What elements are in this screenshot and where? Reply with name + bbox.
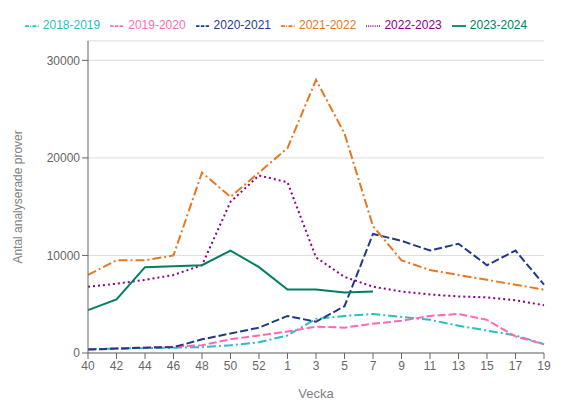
html-text:2019-2020: 2019-2020 (128, 18, 186, 32)
svg-text:52: 52 (252, 359, 266, 373)
html-text:2022-2023: 2022-2023 (384, 18, 442, 32)
svg-text:44: 44 (138, 359, 152, 373)
svg-text:42: 42 (110, 359, 124, 373)
svg-text:48: 48 (195, 359, 209, 373)
html-text:2021-2022: 2021-2022 (299, 18, 357, 32)
svg-text:0: 0 (73, 346, 80, 360)
html-text:2020-2021: 2020-2021 (213, 18, 271, 32)
svg-text:Vecka: Vecka (298, 386, 334, 401)
svg-text:5: 5 (341, 359, 348, 373)
svg-text:9: 9 (398, 359, 405, 373)
svg-text:40: 40 (81, 359, 95, 373)
svg-text:50: 50 (224, 359, 238, 373)
svg-text:7: 7 (370, 359, 377, 373)
svg-text:13: 13 (452, 359, 466, 373)
svg-text:20000: 20000 (47, 151, 81, 165)
svg-text:11: 11 (424, 359, 437, 373)
svg-text:3: 3 (313, 359, 320, 373)
svg-text:30000: 30000 (47, 54, 81, 68)
svg-text:17: 17 (509, 359, 523, 373)
svg-text:15: 15 (480, 359, 494, 373)
svg-text:19: 19 (537, 359, 551, 373)
svg-text:1: 1 (284, 359, 291, 373)
html-text:2023-2024: 2023-2024 (469, 18, 528, 32)
svg-text:10000: 10000 (47, 249, 81, 263)
html-text:2018-2019: 2018-2019 (42, 18, 101, 32)
svg-text:46: 46 (167, 359, 181, 373)
svg-text:Antal analyserade prover: Antal analyserade prover (11, 130, 25, 263)
